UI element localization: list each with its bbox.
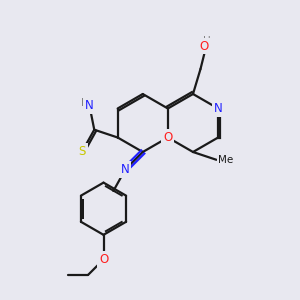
Text: Me: Me — [218, 155, 234, 165]
Text: N: N — [85, 99, 94, 112]
Text: S: S — [79, 145, 86, 158]
Text: N: N — [121, 163, 130, 176]
Text: H: H — [88, 98, 96, 107]
Text: O: O — [163, 131, 172, 144]
Text: N: N — [214, 102, 223, 115]
Text: O: O — [200, 40, 209, 52]
Text: H: H — [81, 98, 88, 107]
Text: H: H — [202, 36, 210, 46]
Text: O: O — [99, 253, 108, 266]
